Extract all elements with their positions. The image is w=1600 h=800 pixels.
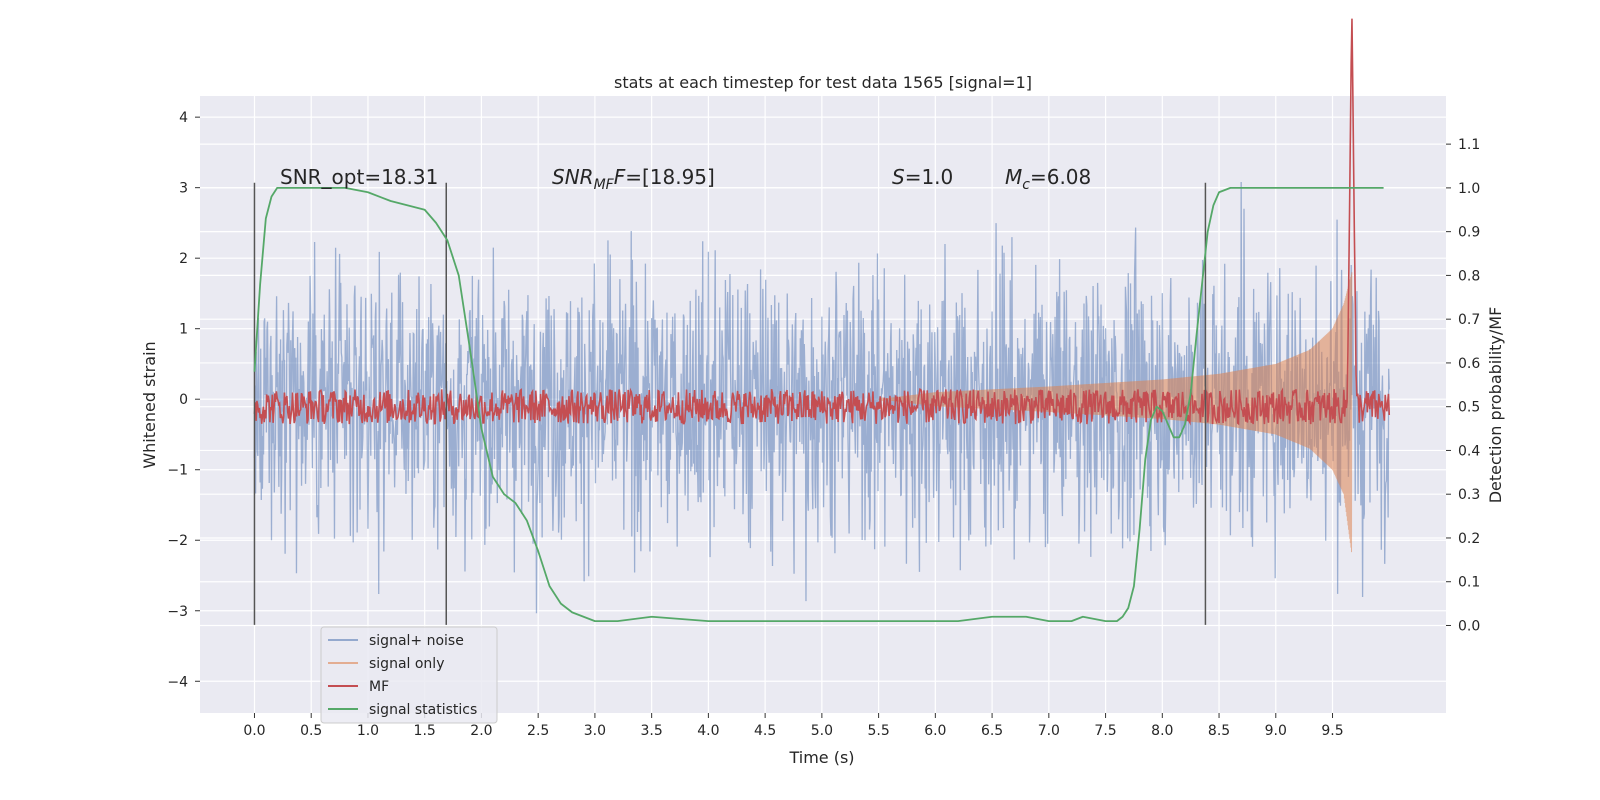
y-tick-label: 2 [179, 251, 188, 267]
annotation-s: S=1.0 [892, 165, 953, 189]
y2-tick-label: 0.6 [1458, 356, 1480, 372]
x-tick-label: 7.0 [1038, 723, 1060, 739]
y2-tick-label: 0.2 [1458, 531, 1480, 547]
y-tick-label: 3 [179, 181, 188, 197]
x-tick-label: 2.0 [470, 723, 492, 739]
y-tick-label: −2 [167, 533, 188, 549]
legend-label-signal: signal only [369, 656, 444, 672]
x-tick-label: 2.5 [527, 723, 549, 739]
y-tick-label: −3 [167, 604, 188, 620]
y-tick-label: −1 [167, 463, 188, 479]
x-tick-label: 3.5 [641, 723, 663, 739]
ticks: 0.0 0.5 1.0 1.5 2.0 2.5 3.0 3.5 4.0 4.5 5.0 5.5 6.0 6… [167, 110, 1480, 739]
mc-main: M [1005, 165, 1022, 189]
y-tick-label: 4 [179, 110, 188, 126]
mc-sub: c [1022, 177, 1030, 193]
signal-statistics-line [253, 186, 1384, 623]
s-main: S [892, 165, 905, 189]
annotation-snr-mf: SNRMFF=[18.95] [552, 165, 715, 193]
x-tick-label: 6.5 [981, 723, 1003, 739]
snr-mf-sub: MF [594, 177, 615, 193]
x-tick-label: 1.5 [414, 723, 436, 739]
mf-line [253, 18, 1391, 426]
x-tick-label: 0.5 [300, 723, 322, 739]
legend-box [320, 626, 498, 724]
x-tick-label: 6.0 [924, 723, 946, 739]
snr-mf-f: F [614, 165, 626, 189]
chart-title: stats at each timestep for test data 156… [614, 73, 1032, 92]
legend: signal+ noise signal only MF signal stat… [320, 626, 498, 724]
x-tick-label: 7.5 [1094, 723, 1116, 739]
x-tick-label: 9.5 [1321, 723, 1343, 739]
snr-mf-main: SNR [552, 165, 594, 189]
x-tick-label: 5.5 [867, 723, 889, 739]
y2-tick-label: 0.4 [1458, 443, 1480, 459]
y2-tick-label: 0.1 [1458, 575, 1480, 591]
y-axis-label: Whitened strain [140, 341, 159, 468]
annotation-snr-opt: SNR_opt=18.31 [280, 165, 438, 189]
legend-label-noise: signal+ noise [369, 633, 464, 649]
x-tick-label: 0.0 [243, 723, 265, 739]
y-tick-label: −4 [167, 674, 188, 690]
y2-axis-label: Detection probability/MF [1486, 307, 1505, 504]
x-tick-label: 9.0 [1265, 723, 1287, 739]
y-tick-label: 1 [179, 322, 188, 338]
x-axis-label: Time (s) [788, 748, 854, 767]
y2-tick-label: 1.1 [1458, 137, 1480, 153]
y2-tick-label: 0.0 [1458, 618, 1480, 634]
x-tick-label: 8.0 [1151, 723, 1173, 739]
mc-value: =6.08 [1030, 165, 1091, 189]
legend-label-mf: MF [369, 679, 389, 695]
x-tick-label: 1.0 [357, 723, 379, 739]
y2-tick-label: 1.0 [1458, 181, 1480, 197]
signal-noise-series [253, 182, 1390, 614]
mf-series [253, 18, 1391, 426]
s-value: =1.0 [905, 165, 954, 189]
x-tick-label: 3.0 [584, 723, 606, 739]
x-tick-label: 8.5 [1208, 723, 1230, 739]
y2-tick-label: 0.9 [1458, 225, 1480, 241]
y2-tick-label: 0.3 [1458, 487, 1480, 503]
x-tick-label: 5.0 [811, 723, 833, 739]
legend-label-stats: signal statistics [369, 702, 477, 718]
x-tick-label: 4.5 [754, 723, 776, 739]
y2-tick-label: 0.7 [1458, 312, 1480, 328]
signal-noise-line [253, 182, 1390, 614]
x-tick-label: 4.0 [697, 723, 719, 739]
y-tick-label: 0 [179, 392, 188, 408]
y2-tick-label: 0.5 [1458, 400, 1480, 416]
snr-mf-value: =[18.95] [625, 165, 715, 189]
signal-statistics-series [253, 186, 1384, 623]
y2-tick-label: 0.8 [1458, 268, 1480, 284]
annotation-mc: Mc=6.08 [1005, 165, 1091, 193]
